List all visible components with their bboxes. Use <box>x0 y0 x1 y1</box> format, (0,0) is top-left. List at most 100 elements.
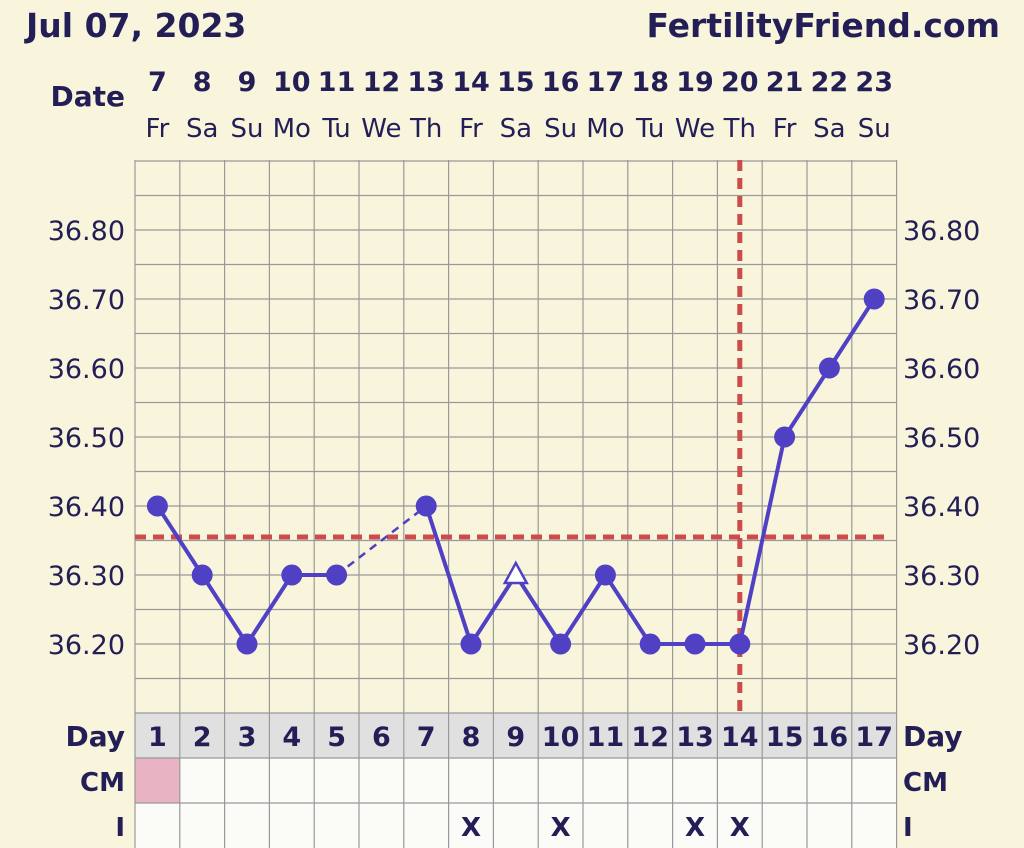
date-label: 12 <box>363 67 401 98</box>
cycle-day-label: 9 <box>506 722 525 753</box>
weekday-label: Sa <box>186 114 218 144</box>
date-row-label: Date <box>50 80 125 113</box>
temperature-point <box>818 357 840 379</box>
date-label: 20 <box>721 67 759 98</box>
temperature-point <box>774 426 796 448</box>
temperature-line-segment <box>155 504 204 577</box>
date-label: 13 <box>407 67 445 98</box>
y-tick-label-left: 36.30 <box>48 561 125 592</box>
i-row-label-right: I <box>903 813 913 843</box>
weekday-label: Fr <box>773 114 797 144</box>
y-tick-label-right: 36.80 <box>903 216 980 247</box>
date-label: 18 <box>631 67 669 98</box>
temperature-point <box>684 633 706 655</box>
temperature-point <box>639 633 661 655</box>
y-tick-label-right: 36.30 <box>903 561 980 592</box>
cycle-day-label: 2 <box>193 722 212 753</box>
cycle-day-label: 1 <box>148 722 167 753</box>
chart-date-title: Jul 07, 2023 <box>26 6 247 45</box>
cycle-day-label: 3 <box>238 722 257 753</box>
temperature-line-segment <box>245 573 294 646</box>
weekday-label: Mo <box>586 114 624 144</box>
i-row-label-left: I <box>115 813 125 843</box>
weekday-label: Su <box>858 114 891 144</box>
temperature-point <box>415 495 437 517</box>
date-label: 17 <box>587 67 625 98</box>
date-label: 15 <box>497 67 535 98</box>
cycle-day-label: 7 <box>417 722 436 753</box>
temperature-point <box>236 633 258 655</box>
temperature-line-segment <box>603 573 652 646</box>
temperature-line-segment <box>514 573 563 646</box>
cycle-day-label: 16 <box>811 722 849 753</box>
cycle-day-label: 12 <box>631 722 669 753</box>
y-tick-label-left: 36.70 <box>48 285 125 316</box>
cm-highlight-cell <box>135 758 180 803</box>
y-tick-label-left: 36.20 <box>48 630 125 661</box>
temperature-point <box>191 564 213 586</box>
y-tick-label-right: 36.40 <box>903 492 980 523</box>
weekday-label: We <box>361 114 401 144</box>
date-label: 9 <box>238 67 257 98</box>
weekday-label: Su <box>231 114 264 144</box>
weekday-label: Sa <box>500 114 532 144</box>
weekday-label: We <box>675 114 715 144</box>
temperature-point <box>550 633 572 655</box>
temperature-line-segment <box>469 573 518 646</box>
temperature-line-segment <box>424 505 473 645</box>
date-label: 22 <box>811 67 849 98</box>
cycle-day-label: 4 <box>282 722 301 753</box>
cycle-day-label: 15 <box>766 722 804 753</box>
temperature-point <box>146 495 168 517</box>
date-label: 14 <box>452 67 490 98</box>
temperature-line-segment <box>737 436 787 645</box>
cycle-day-label: 6 <box>372 722 391 753</box>
day-row-background <box>135 713 897 758</box>
cm-row-label-right: CM <box>903 768 948 798</box>
date-label: 10 <box>273 67 311 98</box>
cycle-day-label: 5 <box>327 722 346 753</box>
site-name: FertilityFriend.com <box>646 6 1000 45</box>
y-tick-label-right: 36.70 <box>903 285 980 316</box>
date-label: 19 <box>676 67 714 98</box>
weekday-label: Fr <box>146 114 170 144</box>
cycle-day-label: 13 <box>676 722 714 753</box>
intercourse-marker: X <box>730 813 750 843</box>
weekday-label: Th <box>723 114 756 144</box>
y-tick-label-right: 36.20 <box>903 630 980 661</box>
y-tick-label-left: 36.80 <box>48 216 125 247</box>
weekday-label: Su <box>544 114 577 144</box>
cycle-day-label: 17 <box>855 722 893 753</box>
temperature-point <box>594 564 616 586</box>
date-label: 21 <box>766 67 804 98</box>
intercourse-marker: X <box>551 813 571 843</box>
temperature-line-segment <box>558 573 608 646</box>
date-label: 7 <box>148 67 167 98</box>
temperature-line-segment <box>200 573 249 646</box>
cycle-day-label: 11 <box>587 722 625 753</box>
temperature-line-interpolated <box>335 505 427 576</box>
temperature-point <box>326 564 348 586</box>
date-label: 11 <box>318 67 356 98</box>
temperature-point-open-triangle <box>502 560 529 585</box>
date-label: 16 <box>542 67 580 98</box>
day-row-label-right: Day <box>903 720 963 753</box>
cycle-day-label: 10 <box>542 722 580 753</box>
temperature-point <box>863 288 885 310</box>
cycle-day-label: 8 <box>462 722 481 753</box>
cycle-day-label: 14 <box>721 722 759 753</box>
y-tick-label-right: 36.60 <box>903 354 980 385</box>
temperature-line-segment <box>827 297 876 370</box>
cm-row-label-left: CM <box>80 768 125 798</box>
weekday-label: Th <box>409 114 442 144</box>
date-label: 8 <box>193 67 212 98</box>
weekday-label: Sa <box>813 114 845 144</box>
y-tick-label-left: 36.60 <box>48 354 125 385</box>
intercourse-marker: X <box>461 813 481 843</box>
day-row-label-left: Day <box>65 720 125 753</box>
temperature-point <box>281 564 303 586</box>
temperature-point <box>729 633 751 655</box>
weekday-label: Tu <box>321 114 350 144</box>
date-label: 23 <box>855 67 893 98</box>
